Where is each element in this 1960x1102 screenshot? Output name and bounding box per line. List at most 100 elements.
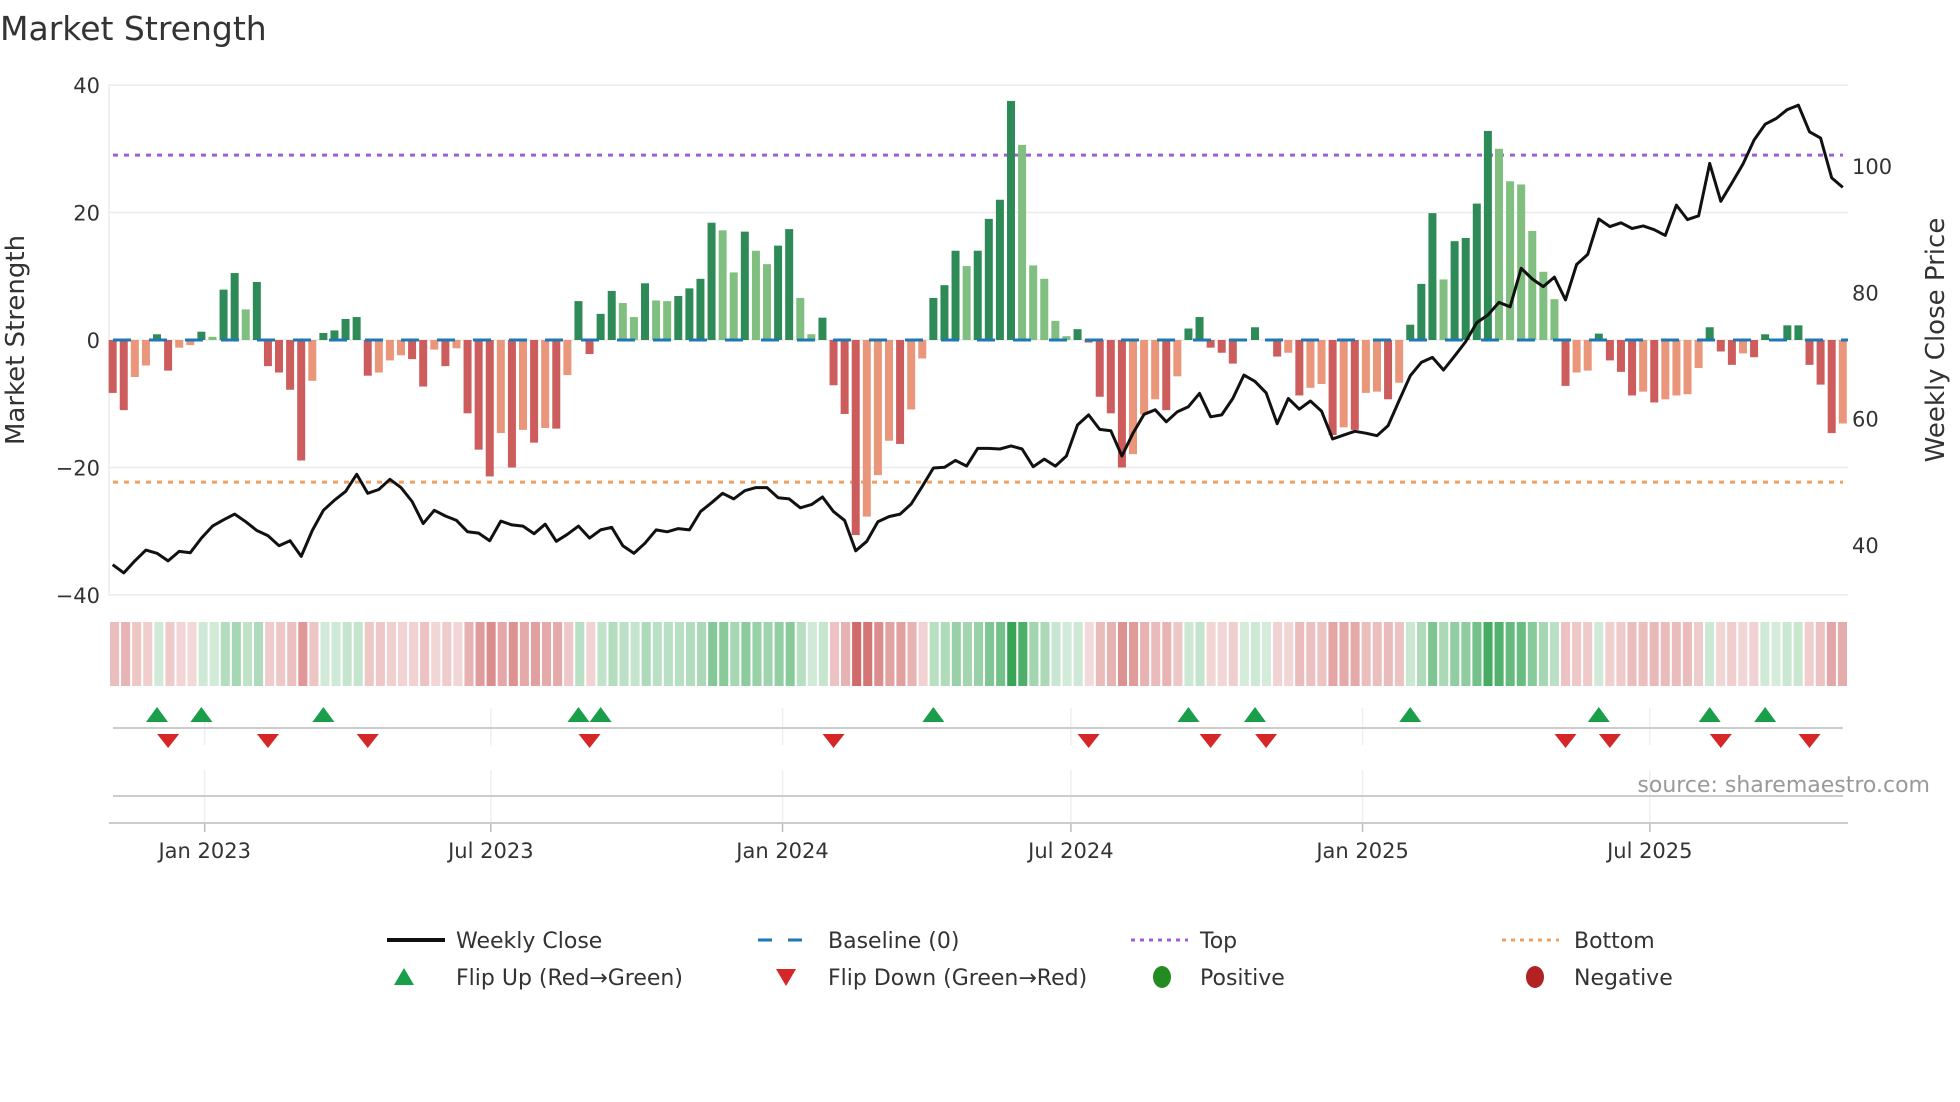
legend: Weekly Close Baseline (0) Top Bottom Fli… <box>387 929 1673 991</box>
heat-strip-cell <box>320 622 330 686</box>
flip-down-marker <box>1709 734 1732 748</box>
negative-strength-bar <box>1162 340 1171 411</box>
flip-up-marker <box>1243 707 1266 722</box>
positive-strength-bar <box>696 278 705 340</box>
heat-strip-cell <box>863 622 873 686</box>
heat-strip-cell <box>1660 622 1670 686</box>
negative-strength-bar <box>1727 340 1736 365</box>
chart-title: Market Strength <box>0 9 267 48</box>
flip-up-marker <box>567 707 590 722</box>
heat-strip-cell <box>1361 622 1371 686</box>
heat-strip-cell <box>342 622 352 686</box>
flip-down-marker <box>157 734 180 748</box>
negative-strength-bar <box>164 340 173 371</box>
legend-item-weekly-close[interactable]: Weekly Close <box>387 929 602 954</box>
heat-strip-cell <box>1561 622 1571 686</box>
negative-strength-bar <box>119 340 128 411</box>
heat-strip-cell <box>143 622 153 686</box>
heat-strip-cell <box>553 622 563 686</box>
heat-strip-cell <box>1583 622 1593 686</box>
heat-strip-cell <box>353 622 363 686</box>
heat-strip-cell <box>685 622 696 686</box>
positive-strength-bar <box>1018 144 1027 340</box>
positive-strength-bar <box>984 218 993 340</box>
heat-strip-cell <box>841 622 851 686</box>
positive-strength-bar <box>1250 327 1259 340</box>
positive-strength-bar <box>995 199 1004 340</box>
heat-strip-cell <box>519 622 529 686</box>
heat-strip-cell <box>1029 622 1039 686</box>
flip-up-marker <box>146 707 169 722</box>
positive-strength-bar <box>1062 336 1071 340</box>
heat-strip-cell <box>907 622 917 686</box>
positive-strength-bar <box>1550 299 1559 340</box>
y-tick-label-left: 20 <box>73 202 100 226</box>
positive-strength-bar <box>1594 333 1603 340</box>
negative-strength-bar <box>452 340 461 349</box>
heat-strip <box>110 622 1847 686</box>
negative-strength-bar <box>1361 340 1370 393</box>
flip-down-marker <box>256 734 279 748</box>
negative-strength-bar <box>873 340 882 476</box>
negative-strength-bar <box>541 340 550 428</box>
heat-strip-cell <box>397 622 408 686</box>
flip-up-marker <box>1754 707 1777 722</box>
flip-up-marker <box>589 707 612 722</box>
heat-strip-cell <box>951 622 961 686</box>
source-note: source: sharemaestro.com <box>1637 773 1930 798</box>
heat-strip-cell <box>1605 622 1615 686</box>
positive-strength-bar <box>818 317 827 340</box>
heat-strip-cell <box>298 622 308 686</box>
heat-strip-cell <box>1073 622 1083 686</box>
positive-strength-bar <box>929 297 938 340</box>
heat-strip-cell <box>1716 622 1726 686</box>
positive-strength-bar <box>1705 327 1714 340</box>
negative-strength-bar <box>896 340 905 444</box>
heat-strip-cell <box>165 622 175 686</box>
negative-strength-bar <box>1816 340 1825 385</box>
heat-strip-cell <box>1804 622 1814 686</box>
legend-item-baseline[interactable]: Baseline (0) <box>758 929 959 954</box>
heat-strip-cell <box>497 622 507 686</box>
positive-strength-bar <box>1450 241 1459 340</box>
negative-strength-bar <box>1616 340 1625 372</box>
y-tick-label-left: 0 <box>87 329 100 353</box>
legend-item-bottom[interactable]: Bottom <box>1502 929 1655 954</box>
negative-strength-bar <box>363 340 372 376</box>
heat-strip-cell <box>1417 622 1427 686</box>
legend-item-flip-down[interactable]: Flip Down (Green→Red) <box>776 966 1087 991</box>
positive-strength-bar <box>1006 100 1015 340</box>
heat-strip-cell <box>1040 622 1050 686</box>
negative-strength-bar <box>1738 340 1747 354</box>
heat-strip-cell <box>1306 622 1316 686</box>
heat-strip-cell <box>1594 622 1604 686</box>
flip-up-marker <box>922 707 945 722</box>
heat-strip-cell <box>1383 622 1393 686</box>
heat-strip-cell <box>276 622 286 686</box>
positive-strength-bar <box>607 290 616 340</box>
positive-strength-bar <box>751 250 760 340</box>
negative-strength-bar <box>1173 340 1182 377</box>
positive-strength-bar <box>1761 334 1770 340</box>
positive-strength-bar <box>1029 265 1038 340</box>
negative-strength-bar <box>186 340 195 346</box>
negative-strength-bar <box>1605 340 1614 361</box>
positive-strength-bar <box>962 266 971 340</box>
heat-strip-cell <box>1749 622 1759 686</box>
heat-strip-cell <box>1007 622 1017 686</box>
legend-item-top[interactable]: Top <box>1131 929 1237 954</box>
heat-strip-cell <box>929 622 939 686</box>
negative-strength-bar <box>585 340 594 355</box>
negative-strength-bar <box>918 340 927 359</box>
legend-item-positive[interactable]: Positive <box>1153 966 1285 991</box>
heat-strip-cell <box>962 622 972 686</box>
heat-strip-cell <box>1527 622 1537 686</box>
heat-strip-cell <box>1461 622 1471 686</box>
legend-item-negative[interactable]: Negative <box>1526 966 1673 991</box>
level-lines <box>113 153 1843 484</box>
positive-strength-bar <box>197 331 206 340</box>
heat-strip-cell <box>1439 622 1449 686</box>
heat-strip-cell <box>1084 622 1094 686</box>
legend-item-flip-up[interactable]: Flip Up (Red→Green) <box>394 966 683 991</box>
